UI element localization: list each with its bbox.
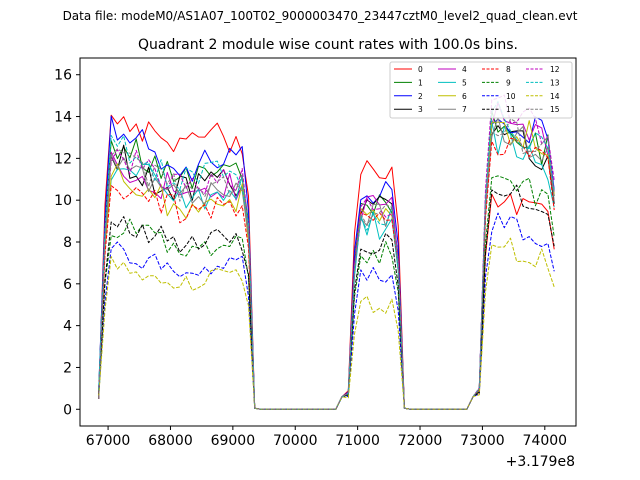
x-tick-label: 74000 xyxy=(523,433,568,449)
legend-label-14: 14 xyxy=(550,92,560,101)
y-tick-label: 2 xyxy=(63,360,72,376)
y-tick-label: 6 xyxy=(63,277,72,293)
legend-frame xyxy=(389,61,573,119)
series-line-10 xyxy=(98,212,555,410)
series-line-15 xyxy=(98,118,555,410)
y-tick-label: 8 xyxy=(63,235,72,251)
x-axis: 67000 68000 69000 70000 71000 72000 73000 74000 xyxy=(86,426,567,449)
x-tick-label: 70000 xyxy=(273,433,318,449)
legend-label-8: 8 xyxy=(506,65,511,74)
chart-suptitle: Data file: modeM0/AS1A07_100T02_90000034… xyxy=(63,9,578,23)
x-tick-label: 73000 xyxy=(460,433,505,449)
legend-label-4: 4 xyxy=(462,65,467,74)
y-tick-label: 10 xyxy=(54,193,72,209)
y-axis: 0 2 4 6 8 10 12 14 16 xyxy=(54,68,80,418)
x-tick-label: 68000 xyxy=(148,433,193,449)
legend-label-0: 0 xyxy=(418,65,423,74)
legend-label-11: 11 xyxy=(506,105,516,114)
x-tick-label: 72000 xyxy=(398,433,443,449)
legend-label-15: 15 xyxy=(550,105,560,114)
y-tick-label: 4 xyxy=(63,319,72,335)
y-tick-label: 16 xyxy=(54,68,72,84)
legend-label-2: 2 xyxy=(418,92,423,101)
legend-label-9: 9 xyxy=(506,78,511,87)
y-tick-label: 0 xyxy=(63,402,72,418)
chart-title: Quadrant 2 module wise count rates with … xyxy=(138,37,518,53)
x-tick-label: 67000 xyxy=(86,433,131,449)
x-tick-label: 69000 xyxy=(211,433,256,449)
y-tick-label: 14 xyxy=(54,110,72,126)
legend-label-10: 10 xyxy=(506,92,516,101)
legend-label-13: 13 xyxy=(550,78,560,87)
legend-label-6: 6 xyxy=(462,92,467,101)
legend-label-12: 12 xyxy=(550,65,560,74)
y-tick-label: 12 xyxy=(54,151,72,167)
legend-label-7: 7 xyxy=(462,105,467,114)
series-line-12 xyxy=(98,94,555,410)
legend-label-3: 3 xyxy=(418,105,423,114)
legend-label-1: 1 xyxy=(418,78,423,87)
series-layer xyxy=(98,94,555,410)
x-tick-label: 71000 xyxy=(335,433,380,449)
x-offset-label: +3.179e8 xyxy=(506,454,575,470)
legend-label-5: 5 xyxy=(462,78,467,87)
